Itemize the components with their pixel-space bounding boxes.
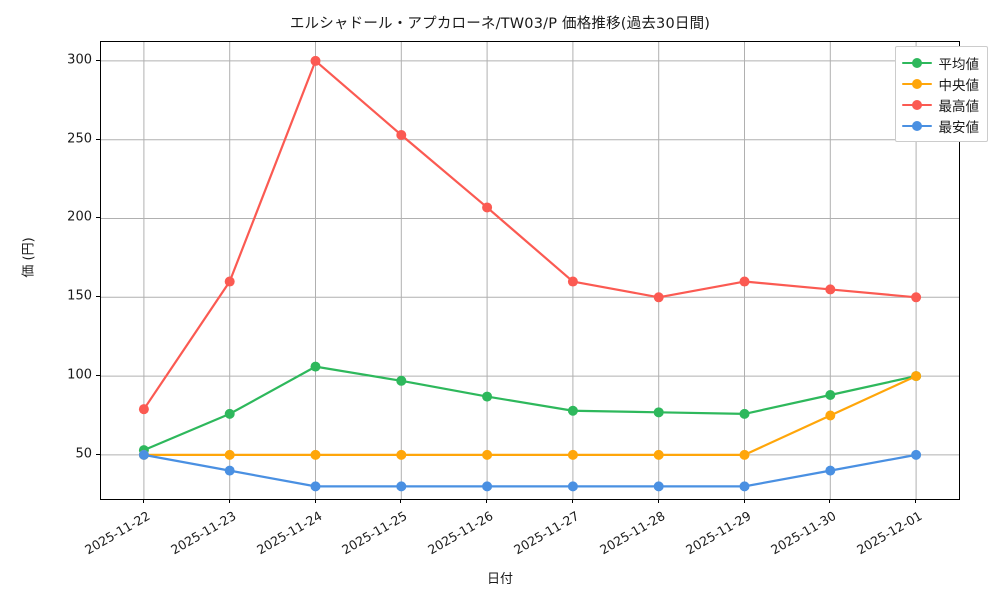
y-tick-label: 100 — [67, 367, 92, 383]
data-point — [567, 405, 578, 416]
data-point — [396, 129, 407, 140]
y-tick-mark — [96, 375, 100, 377]
legend-swatch — [901, 99, 932, 111]
x-tick-mark — [228, 499, 230, 503]
legend-label: 平均値 — [938, 56, 980, 73]
data-point — [482, 202, 493, 213]
plot-area — [100, 41, 960, 500]
y-tick-label: 150 — [67, 288, 92, 304]
y-tick-mark — [96, 59, 100, 61]
data-point — [138, 404, 149, 415]
legend-marker-icon — [911, 120, 922, 131]
data-point — [825, 284, 836, 295]
data-point — [396, 481, 407, 492]
data-point — [825, 410, 836, 421]
legend-label: 最高値 — [938, 98, 980, 115]
series-3 — [138, 55, 922, 415]
legend-label: 中央値 — [938, 77, 980, 94]
data-point — [653, 292, 664, 303]
data-point — [310, 481, 321, 492]
x-tick-mark — [571, 499, 573, 503]
data-point — [653, 407, 664, 418]
data-point — [482, 481, 493, 492]
x-tick-mark — [915, 499, 917, 503]
data-point — [911, 292, 922, 303]
data-point — [482, 391, 493, 402]
data-point — [825, 389, 836, 400]
data-point — [567, 449, 578, 460]
legend-item[interactable]: 平均値 — [901, 52, 980, 73]
gridlines — [101, 42, 959, 499]
legend-item[interactable]: 最安値 — [901, 115, 980, 136]
legend-marker-icon — [911, 57, 922, 68]
y-tick-mark — [96, 296, 100, 298]
data-point — [482, 449, 493, 460]
data-point — [567, 276, 578, 287]
series-2 — [138, 371, 922, 460]
x-axis-label: 日付 — [486, 572, 513, 587]
data-point — [653, 449, 664, 460]
x-tick-mark — [400, 499, 402, 503]
chart-title: エルシャドール・アプカローネ/TW03/P 価格推移(過去30日間) — [289, 16, 711, 32]
data-point — [567, 481, 578, 492]
series-line — [142, 59, 918, 411]
series-line — [142, 374, 918, 456]
data-point — [224, 276, 235, 287]
data-point — [825, 465, 836, 476]
y-tick-label: 250 — [67, 131, 92, 147]
y-tick-mark — [96, 453, 100, 455]
legend-swatch — [901, 120, 932, 132]
x-tick-mark — [314, 499, 316, 503]
legend-marker-icon — [911, 78, 922, 89]
data-point — [653, 481, 664, 492]
y-tick-mark — [96, 138, 100, 140]
chart-legend: 平均値中央値最高値最安値 — [894, 46, 988, 142]
x-tick-mark — [657, 499, 659, 503]
series-layer — [138, 55, 922, 492]
legend-swatch — [901, 78, 932, 90]
data-point — [310, 361, 321, 372]
data-point — [739, 481, 750, 492]
data-point — [911, 449, 922, 460]
data-point — [224, 449, 235, 460]
legend-item[interactable]: 中央値 — [901, 73, 980, 94]
x-tick-mark — [743, 499, 745, 503]
data-point — [224, 465, 235, 476]
data-point — [739, 276, 750, 287]
x-tick-mark — [142, 499, 144, 503]
y-tick-label: 300 — [67, 52, 92, 68]
legend-item[interactable]: 最高値 — [901, 94, 980, 115]
y-tick-mark — [96, 217, 100, 219]
y-tick-label: 200 — [67, 209, 92, 225]
data-point — [396, 375, 407, 386]
data-point — [224, 408, 235, 419]
legend-marker-icon — [911, 99, 922, 110]
plot-svg — [101, 42, 959, 499]
x-tick-mark — [486, 499, 488, 503]
y-axis-label: 価 (円) — [21, 237, 37, 278]
data-point — [396, 449, 407, 460]
data-point — [739, 449, 750, 460]
data-point — [739, 408, 750, 419]
x-tick-mark — [829, 499, 831, 503]
y-tick-label: 50 — [75, 446, 92, 462]
data-point — [138, 449, 149, 460]
legend-swatch — [901, 57, 932, 69]
series-4 — [138, 449, 922, 492]
data-point — [310, 449, 321, 460]
data-point — [310, 55, 321, 66]
series-line — [142, 453, 918, 488]
data-point — [911, 371, 922, 382]
series-line — [142, 365, 918, 452]
legend-label: 最安値 — [938, 119, 980, 136]
